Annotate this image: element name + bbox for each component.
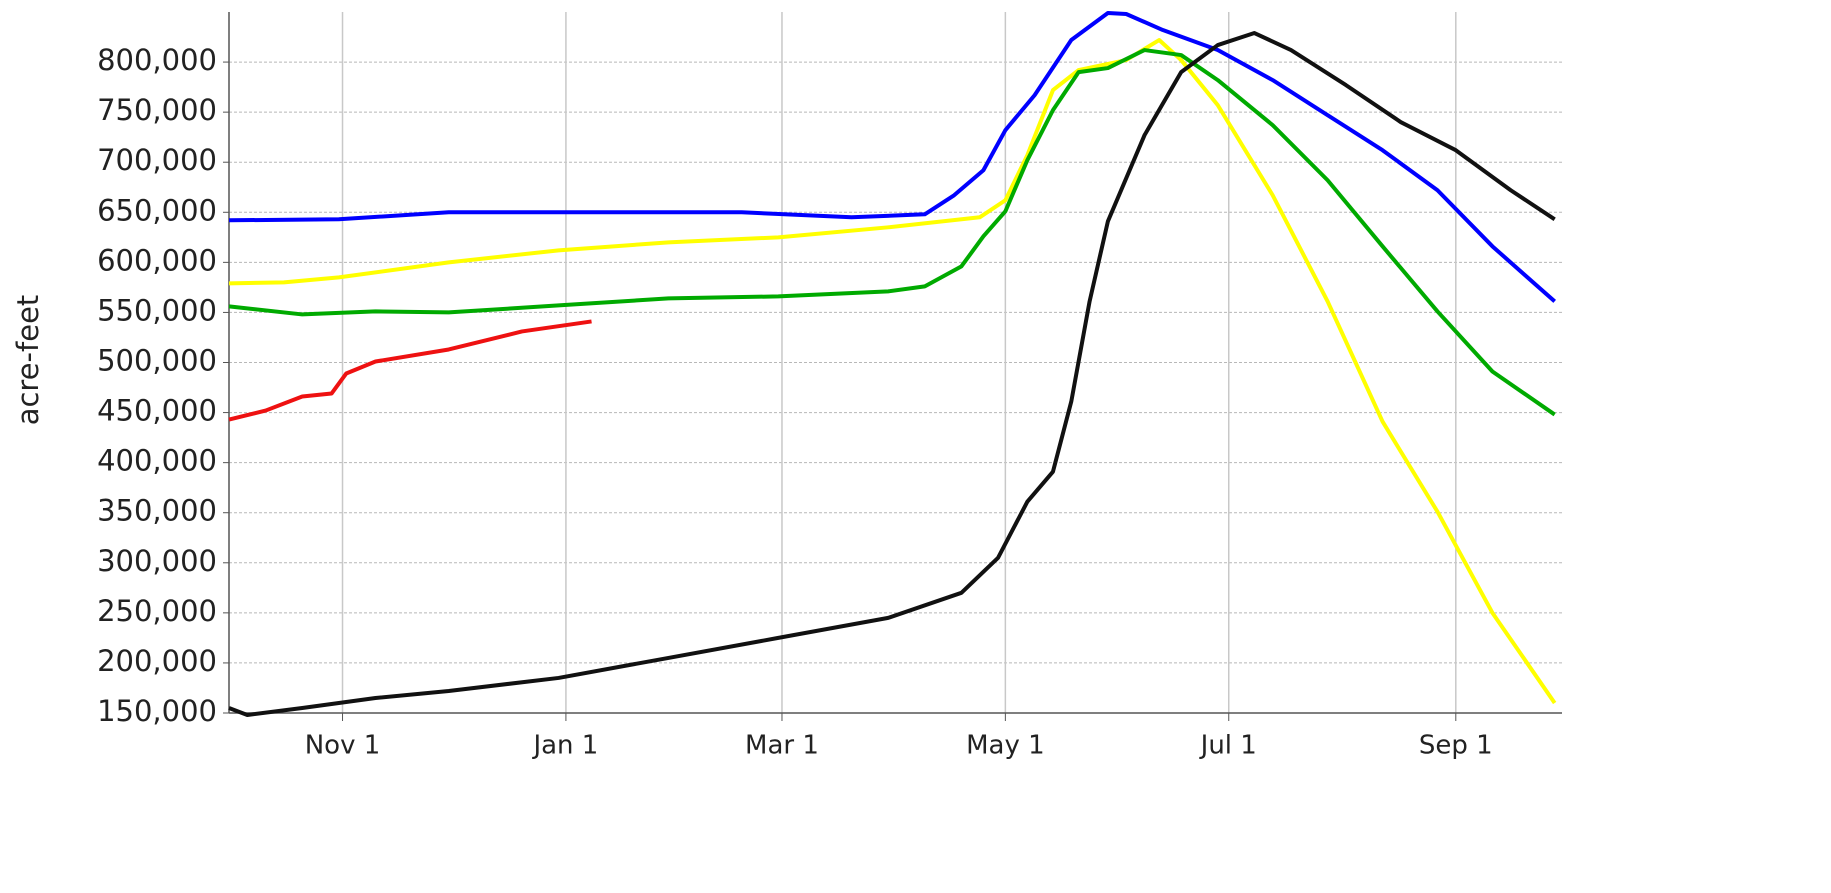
y-tick-label: 700,000 — [97, 143, 217, 177]
x-tick-label: Jan 1 — [531, 731, 598, 761]
y-tick-label: 550,000 — [97, 293, 217, 327]
y-tick-label: 600,000 — [97, 243, 217, 277]
series-line — [228, 38, 1557, 705]
y-tick-label: 200,000 — [97, 644, 217, 678]
y-tick-label: 450,000 — [97, 394, 217, 428]
y-tick-label: 800,000 — [97, 43, 217, 77]
series-line — [228, 319, 592, 422]
series-line — [228, 48, 1556, 417]
y-tick-label: 750,000 — [97, 93, 217, 127]
x-tick-label: Nov 1 — [305, 731, 381, 761]
y-tick-label: 300,000 — [97, 544, 217, 578]
y-tick-label: 400,000 — [97, 444, 217, 478]
y-tick-label: 250,000 — [97, 594, 217, 628]
y-tick-label: 650,000 — [97, 193, 217, 227]
x-tick-label: Jul 1 — [1199, 731, 1257, 761]
y-tick-label: 500,000 — [97, 344, 217, 378]
x-tick-label: Mar 1 — [745, 731, 819, 761]
series-line — [228, 31, 1556, 718]
y-tick-label: 350,000 — [97, 494, 217, 528]
x-tick-label: Sep 1 — [1419, 731, 1493, 761]
y-tick-label: 150,000 — [97, 694, 217, 728]
y-axis-label: acre-feet — [11, 295, 45, 426]
x-tick-label: May 1 — [966, 731, 1045, 761]
series-line — [228, 11, 1557, 303]
